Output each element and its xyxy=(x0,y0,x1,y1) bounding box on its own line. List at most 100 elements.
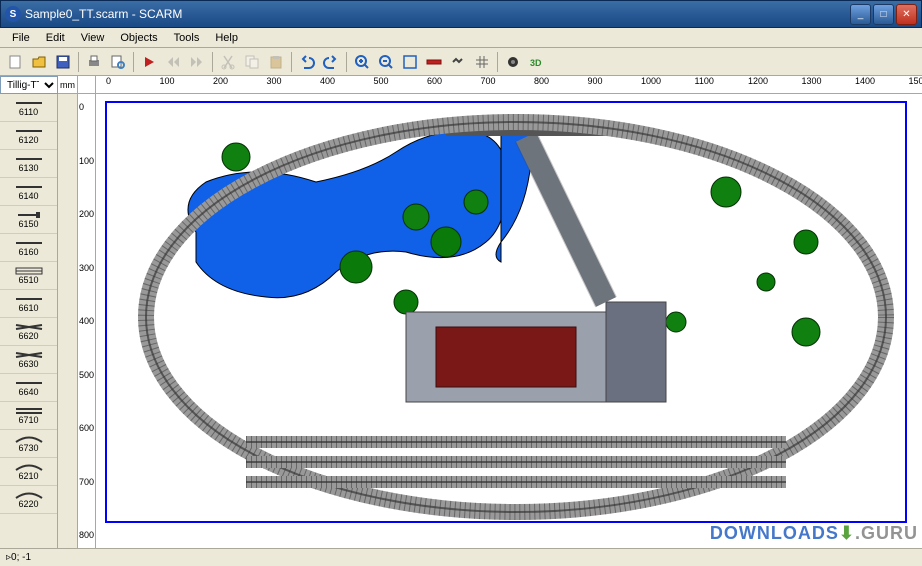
ruler-h-tick: 800 xyxy=(534,76,549,86)
part-label: 6140 xyxy=(18,191,38,201)
ruler-v-tick: 600 xyxy=(79,423,94,433)
part-label: 6630 xyxy=(18,359,38,369)
tree[interactable] xyxy=(794,230,818,254)
library-selector[interactable]: Tillig-TT-Std xyxy=(0,76,58,94)
measure-button[interactable] xyxy=(423,51,445,73)
ruler-v-tick: 500 xyxy=(79,370,94,380)
part-6160[interactable]: 6160 xyxy=(0,234,57,262)
redo-button[interactable] xyxy=(320,51,342,73)
part-label: 6150 xyxy=(18,219,38,229)
part-icon xyxy=(14,266,44,274)
ruler-h-tick: 1400 xyxy=(855,76,875,86)
ruler-v-tick: 200 xyxy=(79,209,94,219)
paste-button[interactable] xyxy=(265,51,287,73)
menu-file[interactable]: File xyxy=(4,30,38,46)
part-6640[interactable]: 6640 xyxy=(0,374,57,402)
part-icon xyxy=(14,98,44,106)
tree[interactable] xyxy=(757,273,775,291)
part-6730[interactable]: 6730 xyxy=(0,430,57,458)
part-6130[interactable]: 6130 xyxy=(0,150,57,178)
ruler-h-tick: 0 xyxy=(106,76,111,86)
zoom-in-button[interactable] xyxy=(351,51,373,73)
tree[interactable] xyxy=(222,143,250,171)
part-6120[interactable]: 6120 xyxy=(0,122,57,150)
ruler-h-tick: 1200 xyxy=(748,76,768,86)
titlebar: S Sample0_TT.scarm - SCARM _ □ ✕ xyxy=(0,0,922,28)
menu-objects[interactable]: Objects xyxy=(112,30,165,46)
copy-button[interactable] xyxy=(241,51,263,73)
part-6710[interactable]: 6710 xyxy=(0,402,57,430)
part-6110[interactable]: 6110 xyxy=(0,94,57,122)
part-6510[interactable]: 6510 xyxy=(0,262,57,290)
grid-button[interactable] xyxy=(471,51,493,73)
ruler-h-tick: 700 xyxy=(481,76,496,86)
part-label: 6120 xyxy=(18,135,38,145)
building[interactable] xyxy=(606,302,666,402)
snap-button[interactable] xyxy=(447,51,469,73)
undo-button[interactable] xyxy=(296,51,318,73)
tree[interactable] xyxy=(464,190,488,214)
part-6140[interactable]: 6140 xyxy=(0,178,57,206)
run-button[interactable] xyxy=(138,51,160,73)
part-icon xyxy=(14,126,44,134)
tree[interactable] xyxy=(792,318,820,346)
window-title: Sample0_TT.scarm - SCARM xyxy=(25,7,850,21)
maximize-button[interactable]: □ xyxy=(873,4,894,25)
tree[interactable] xyxy=(340,251,372,283)
drawing-canvas[interactable] xyxy=(96,94,922,548)
ruler-horizontal[interactable]: 0100200300400500600700800900100011001200… xyxy=(96,76,922,94)
fit-button[interactable] xyxy=(399,51,421,73)
part-icon xyxy=(14,350,44,358)
part-icon xyxy=(14,322,44,330)
open-button[interactable] xyxy=(28,51,50,73)
close-button[interactable]: ✕ xyxy=(896,4,917,25)
part-6620[interactable]: 6620 xyxy=(0,318,57,346)
menu-tools[interactable]: Tools xyxy=(166,30,208,46)
watermark: DOWNLOADS⬇.GURU xyxy=(710,523,918,544)
part-label: 6110 xyxy=(19,107,38,117)
new-button[interactable] xyxy=(4,51,26,73)
print-button[interactable] xyxy=(83,51,105,73)
ruler-vertical[interactable]: 0100200300400500600700800 xyxy=(78,94,96,548)
toolbar: 3D xyxy=(0,48,922,76)
3d-button[interactable]: 3D xyxy=(526,51,548,73)
minimize-button[interactable]: _ xyxy=(850,4,871,25)
ruler-v-tick: 800 xyxy=(79,530,94,540)
main-area: 6110 6120 6130 6140 6150 6160 6510 6610 6620 6630… xyxy=(0,94,922,548)
part-label: 6510 xyxy=(18,275,38,285)
part-6630[interactable]: 6630 xyxy=(0,346,57,374)
rewind-button[interactable] xyxy=(162,51,184,73)
menu-view[interactable]: View xyxy=(73,30,113,46)
cursor-position: 0; -1 xyxy=(11,552,31,563)
camera-button[interactable] xyxy=(502,51,524,73)
roof[interactable] xyxy=(436,327,576,387)
part-icon xyxy=(14,154,44,162)
print-preview-button[interactable] xyxy=(107,51,129,73)
part-label: 6730 xyxy=(18,443,38,453)
part-6210[interactable]: 6210 xyxy=(0,458,57,486)
part-6610[interactable]: 6610 xyxy=(0,290,57,318)
menu-help[interactable]: Help xyxy=(207,30,246,46)
save-button[interactable] xyxy=(52,51,74,73)
forward-button[interactable] xyxy=(186,51,208,73)
part-label: 6160 xyxy=(18,247,38,257)
sidebar-scroll[interactable] xyxy=(58,94,78,548)
cut-button[interactable] xyxy=(217,51,239,73)
part-6150[interactable]: 6150 xyxy=(0,206,57,234)
ruler-h-tick: 1100 xyxy=(695,76,714,86)
menu-edit[interactable]: Edit xyxy=(38,30,73,46)
part-6220[interactable]: 6220 xyxy=(0,486,57,514)
tree[interactable] xyxy=(403,204,429,230)
part-icon xyxy=(14,238,44,246)
tree[interactable] xyxy=(711,177,741,207)
part-label: 6610 xyxy=(18,303,38,313)
tree[interactable] xyxy=(431,227,461,257)
part-icon xyxy=(14,462,44,470)
part-label: 6710 xyxy=(18,415,38,425)
ruler-h-tick: 200 xyxy=(213,76,228,86)
ruler-h-tick: 1300 xyxy=(802,76,822,86)
tree[interactable] xyxy=(394,290,418,314)
zoom-out-button[interactable] xyxy=(375,51,397,73)
tree[interactable] xyxy=(666,312,686,332)
canvas[interactable] xyxy=(96,94,922,548)
